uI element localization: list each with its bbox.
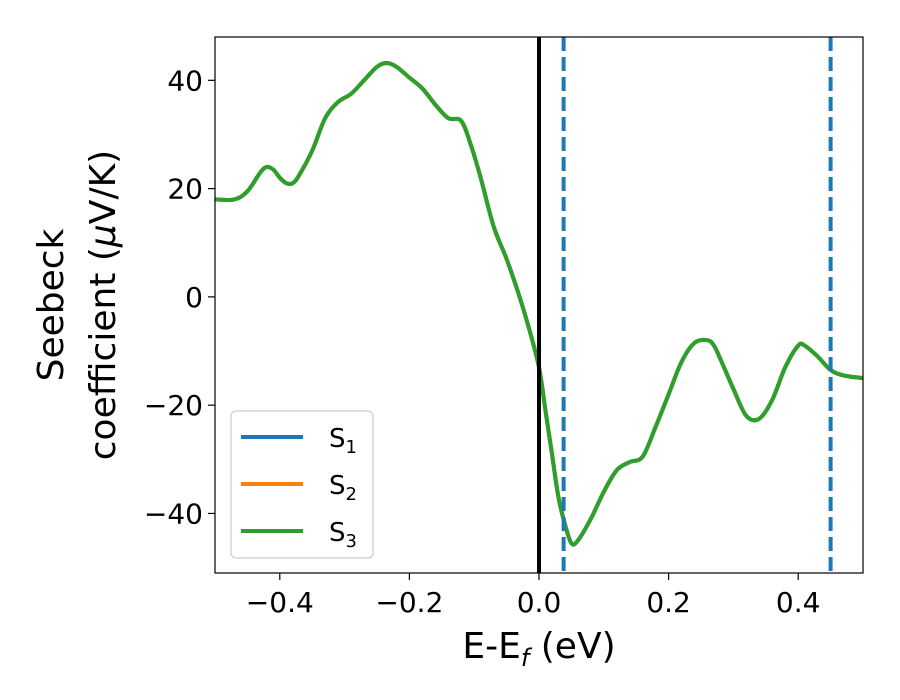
plot-content (215, 37, 863, 573)
plot-area (215, 37, 863, 573)
x-axis-label-main: E-E (462, 626, 520, 667)
x-tick-label: 0.4 (776, 586, 821, 619)
y-axis-label: Seebeck coefficient (μV/K) (31, 150, 124, 460)
x-tick-label: 0.2 (646, 586, 691, 619)
y-tick-label: −20 (144, 389, 203, 422)
y-axis-label-mu: μ (83, 224, 124, 248)
y-axis-ticks: −40 −20 0 20 40 (144, 64, 215, 530)
legend: S1 S2 S3 (230, 410, 374, 559)
y-tick-label: 0 (185, 281, 203, 314)
legend-label-s2: S2 (329, 471, 357, 505)
x-tick-label: −0.2 (375, 586, 443, 619)
y-axis-label-line2: coefficient (μV/K) (83, 150, 124, 460)
axes-border (214, 36, 864, 574)
x-axis-label: E-Ef (eV) (462, 626, 615, 672)
y-axis-label-line1: Seebeck (31, 228, 72, 381)
x-tick-label: −0.4 (246, 586, 314, 619)
x-tick-label: 0.0 (517, 586, 562, 619)
y-axis-label-text: coefficient ( (83, 247, 124, 460)
y-tick-label: 40 (167, 64, 203, 97)
x-axis-ticks: −0.4 −0.2 0.0 0.2 0.4 (246, 573, 821, 619)
legend-label-s1: S1 (329, 424, 357, 458)
axes-frame (214, 36, 864, 574)
legend-label-s3: S3 (329, 518, 357, 552)
y-axis-label-unit: V/K) (83, 150, 124, 224)
y-tick-label: 20 (167, 173, 203, 206)
y-tick-label: −40 (144, 497, 203, 530)
x-axis-label-unit: (eV) (529, 626, 615, 667)
